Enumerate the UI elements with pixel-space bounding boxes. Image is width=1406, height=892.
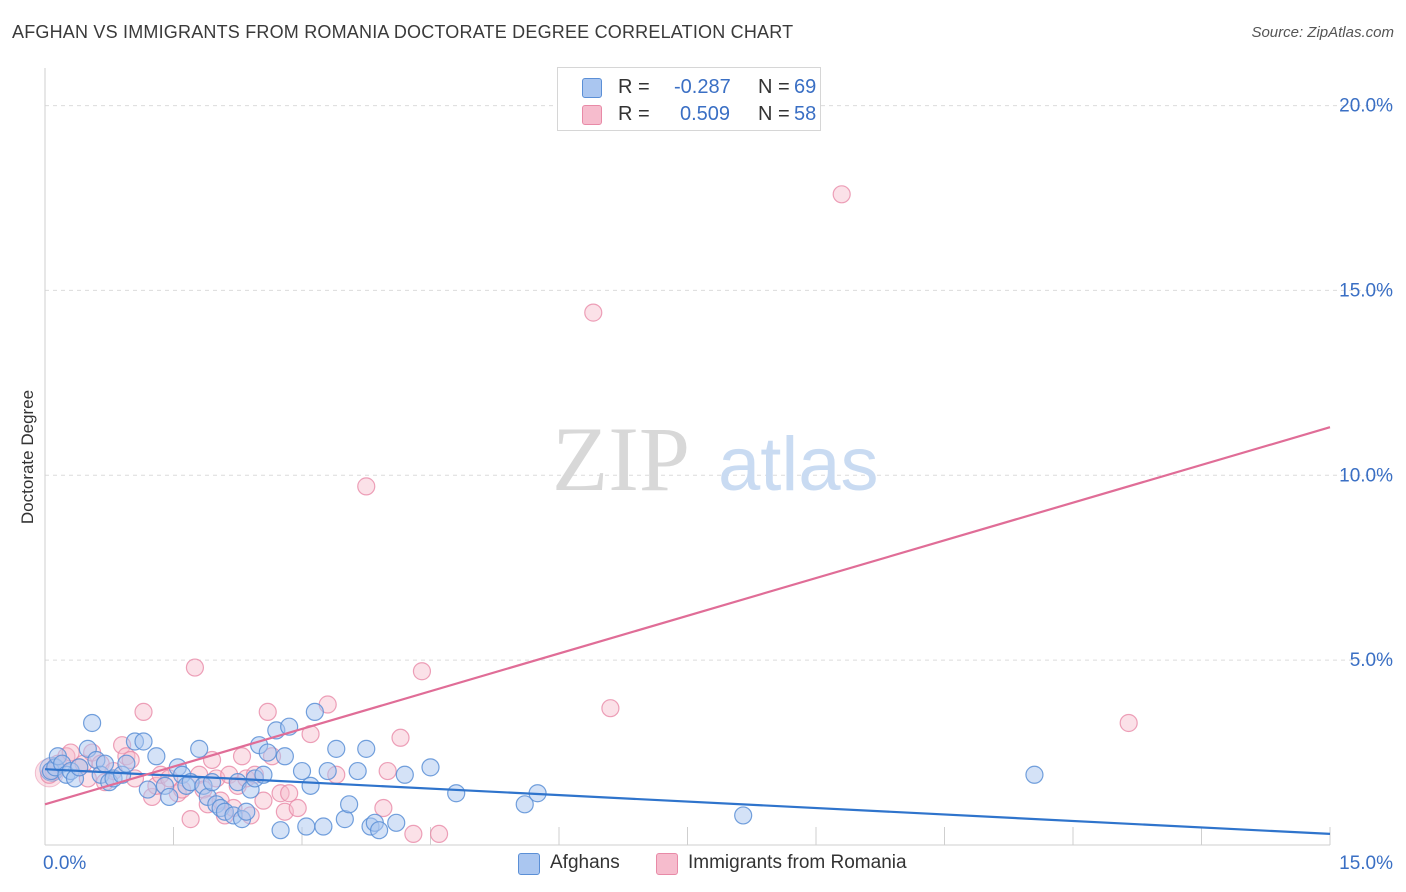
series-afghans-points bbox=[39, 702, 1044, 840]
afghan-point bbox=[271, 821, 290, 840]
trendlines bbox=[44, 426, 1331, 836]
source-credit: Source: ZipAtlas.com bbox=[1251, 24, 1394, 41]
romania-trendline bbox=[44, 426, 1331, 806]
romania-swatch bbox=[582, 105, 602, 125]
r-label: R = bbox=[618, 103, 650, 125]
afghan-point bbox=[202, 773, 222, 792]
y-tick-label: 15.0% bbox=[1339, 280, 1393, 301]
afghan-point bbox=[357, 739, 376, 758]
gridlines bbox=[45, 105, 1392, 661]
romania-point bbox=[232, 747, 252, 766]
afghan-point bbox=[138, 780, 157, 799]
afghans-trendline bbox=[44, 768, 1331, 836]
afghan-point bbox=[301, 776, 320, 795]
n-value: 69 bbox=[794, 76, 817, 98]
afghan-point bbox=[305, 702, 324, 722]
romania-point bbox=[185, 658, 205, 677]
romania-point bbox=[429, 824, 449, 844]
afghan-point bbox=[314, 817, 333, 836]
afghan-point bbox=[340, 795, 359, 814]
watermark-zip: ZIP bbox=[552, 408, 690, 510]
y-tick-label: 20.0% bbox=[1339, 96, 1393, 117]
afghan-point bbox=[348, 761, 367, 781]
r-label: R = bbox=[618, 76, 650, 98]
romania-point bbox=[412, 662, 432, 681]
watermark: ZIP atlas bbox=[552, 408, 879, 510]
afghan-point bbox=[734, 806, 753, 825]
romania-point bbox=[258, 702, 277, 722]
y-tick-label: 5.0% bbox=[1350, 650, 1393, 671]
tick-labels: 5.0% 10.0% 15.0% 20.0% 0.0% 15.0% bbox=[43, 96, 1393, 874]
afghan-point bbox=[327, 739, 346, 758]
afghan-point bbox=[134, 732, 153, 751]
legend-label: Immigrants from Romania bbox=[688, 852, 907, 873]
afghan-point bbox=[387, 813, 406, 832]
y-axis-label: Doctorate Degree bbox=[18, 390, 37, 524]
n-label: N = bbox=[758, 76, 790, 98]
romania-point bbox=[584, 303, 603, 322]
r-value: 0.509 bbox=[680, 103, 731, 125]
romania-swatch bbox=[656, 853, 678, 875]
afghan-point bbox=[370, 821, 389, 840]
afghan-point bbox=[421, 758, 440, 777]
romania-point bbox=[1119, 713, 1138, 733]
axes bbox=[44, 68, 1331, 846]
n-value: 58 bbox=[794, 103, 817, 125]
romania-point bbox=[374, 798, 393, 818]
romania-point bbox=[288, 798, 307, 818]
romania-point bbox=[601, 699, 620, 718]
chart-title: AFGHAN VS IMMIGRANTS FROM ROMANIA DOCTOR… bbox=[12, 22, 794, 42]
romania-point bbox=[404, 824, 423, 844]
afghans-swatch bbox=[582, 78, 602, 98]
afghans-swatch bbox=[518, 853, 540, 875]
afghan-point bbox=[95, 754, 115, 773]
romania-point bbox=[391, 728, 410, 747]
romania-point bbox=[378, 761, 397, 781]
n-label: N = bbox=[758, 103, 790, 125]
watermark-atlas: atlas bbox=[718, 422, 879, 507]
afghan-point bbox=[258, 743, 277, 762]
afghan-point bbox=[160, 787, 179, 807]
correlation-legend: R = -0.287 N = 69 R = 0.509 N = 58 bbox=[557, 67, 821, 131]
afghan-point bbox=[447, 784, 466, 803]
afghan-point bbox=[190, 739, 209, 758]
afghan-point bbox=[275, 747, 294, 766]
afghan-point bbox=[117, 754, 136, 773]
romania-point bbox=[134, 702, 153, 722]
y-tick-label: 10.0% bbox=[1339, 465, 1393, 486]
romania-point bbox=[357, 477, 376, 496]
afghan-point bbox=[318, 761, 337, 781]
afghan-point bbox=[297, 817, 316, 836]
romania-point bbox=[181, 810, 200, 829]
x-tick-label: 0.0% bbox=[43, 853, 86, 874]
afghan-point bbox=[515, 795, 534, 814]
romania-point bbox=[254, 791, 273, 810]
legend-label: Afghans bbox=[550, 852, 620, 873]
afghan-point bbox=[237, 802, 256, 821]
afghan-point bbox=[70, 758, 89, 777]
afghan-point bbox=[147, 747, 166, 766]
afghan-point bbox=[83, 713, 102, 733]
afghan-point bbox=[1025, 765, 1044, 784]
afghan-point bbox=[395, 765, 414, 784]
x-tick-label: 15.0% bbox=[1339, 853, 1393, 874]
romania-point bbox=[280, 784, 299, 803]
r-value: -0.287 bbox=[674, 76, 731, 98]
afghan-point bbox=[292, 761, 312, 781]
romania-point bbox=[832, 185, 851, 204]
